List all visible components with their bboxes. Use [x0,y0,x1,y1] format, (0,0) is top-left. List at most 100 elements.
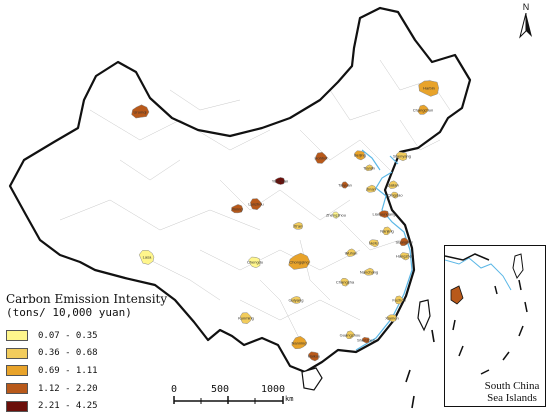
city-polygon [340,278,350,287]
city-polygon [248,256,261,269]
city-label: Beijing [354,153,366,158]
city-polygon [366,184,377,193]
city-label: Hefei [369,241,378,246]
city-polygon [379,210,389,218]
scale-label-1000: 1000 [261,384,286,395]
city-label: Kunming [238,316,254,321]
legend-range-label: 1.12 - 2.20 [38,383,98,394]
legend-swatch [6,383,28,395]
city-polygon [391,191,399,199]
city-polygon [131,104,150,119]
legend-range-label: 0.07 - 0.35 [38,330,98,341]
city-polygon [365,164,374,172]
map-legend: Carbon Emission Intensity (tons/ 10,000 … [6,292,206,415]
city-polygon [417,104,430,115]
legend-item: 2.21 - 4.25 [6,397,206,415]
hainan-island [301,367,323,391]
legend-item: 0.69 - 1.11 [6,362,206,380]
city-polygon [341,181,349,189]
city-polygon [291,296,301,304]
city-polygon [138,250,155,265]
city-label: Chongqing [289,260,308,265]
legend-range-label: 2.21 - 4.25 [38,401,98,412]
city-label: Changchun [413,108,433,113]
city-label: Lianyungang [373,212,396,217]
inset-label: South China Sea Islands [479,380,545,404]
north-arrow-icon [519,13,532,39]
city-label: Xiamen [385,316,399,321]
legend-range-label: 0.69 - 1.11 [38,365,98,376]
prefecture-boundaries [59,59,451,341]
city-polygon [382,226,393,236]
city-polygon [291,336,308,350]
legend-item: 0.36 - 0.68 [6,345,206,363]
city-polygon [240,312,253,324]
city-label: Qingdao [387,193,403,198]
legend-range-label: 0.36 - 0.68 [38,348,98,359]
inset-label-line2: Sea Islands [487,392,537,404]
city-polygon [332,211,340,219]
inset-label-line1: South China [484,380,540,392]
city-polygon [250,198,263,210]
taiwan-island [417,299,431,332]
legend-unit: (tons/ 10,000 yuan) [6,306,132,319]
nine-dash-line [405,329,435,409]
city-label: Shenzhen [357,338,375,343]
national-border [8,6,472,374]
city-label: Lanzhou [248,202,263,207]
city-label: Harbin [423,86,435,91]
city-label: Chengdu [247,260,263,265]
city-label: Guiyang [289,298,304,303]
legend-item: 0.07 - 0.35 [6,327,206,345]
city-polygon [361,337,370,344]
city-label: Hangzhou [396,254,414,259]
legend-swatch [6,400,28,412]
city-label: Haikou [308,354,320,359]
city-label: Lasa [143,255,152,260]
city-label: Jinan [366,187,376,192]
city-label: Changsha [336,280,355,285]
city-label: Shanghai [396,240,413,245]
south-china-sea-inset: South China Sea Islands [444,245,546,407]
coastline [355,149,413,351]
city-label: Xining [231,207,242,212]
city-label: Urumqi [134,110,147,115]
legend-swatch [6,365,28,377]
city-polygon [388,180,399,189]
city-label: Xi'an [294,224,303,229]
scale-bar-graphic [173,396,284,404]
city-label: Fuzhou [392,298,405,303]
city-labels: Urumqi Lasa Xining Lanzhou Yinchuan Hohhot Har… [134,86,435,359]
city-label: Nanchang [360,270,378,275]
city-label: Shenyang [393,154,411,159]
city-polygon [369,239,379,248]
scale-labels: 0 500 1000 [171,384,323,396]
city-label: Tianjin [363,166,375,171]
city-polygon [354,150,365,161]
city-label: Guangzhou [340,333,361,338]
city-polygon [308,351,319,362]
city-polygon [387,314,397,323]
city-label: Zhengzhou [326,213,346,218]
city-polygon [345,330,356,339]
inset-map [445,253,528,375]
city-polygon [231,204,244,214]
scale-label-0: 0 [171,384,178,395]
north-label: N [522,2,530,12]
scale-bar: 0 500 1000 km [171,384,323,412]
city-polygon [394,295,404,305]
scale-unit: km [285,395,294,403]
city-polygon [399,237,410,246]
city-label: Taiyuan [338,183,352,188]
city-polygon [364,267,375,276]
north-arrow: N [516,2,542,42]
city-label: Yinchuan [272,179,289,184]
legend-classes: 0.07 - 0.35 0.36 - 0.68 0.69 - 1.11 1.12 - … [6,327,206,415]
city-polygon [288,252,311,270]
city-label: Nanjing [380,229,394,234]
city-polygon [293,222,304,230]
city-label: Wuhan [345,251,358,256]
legend-title: Carbon Emission Intensity [6,292,168,306]
city-polygon [418,80,439,97]
city-polygon [396,151,408,162]
